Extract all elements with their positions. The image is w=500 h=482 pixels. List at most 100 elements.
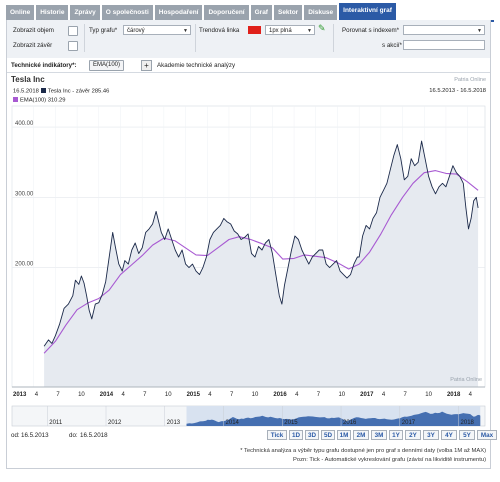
ema-series-line (43, 170, 479, 354)
close-series-line (43, 140, 479, 347)
range-button-1m[interactable]: 1M (337, 430, 351, 440)
y-tick-label: 300.00 (15, 191, 34, 197)
tab-3[interactable]: O společnosti (101, 5, 153, 20)
range-button-4y[interactable]: 4Y (441, 430, 457, 440)
range-button-3m[interactable]: 3M (371, 430, 387, 440)
x-tick-label: 4 (469, 392, 473, 398)
range-button-3d[interactable]: 3D (305, 430, 319, 440)
trend-line-value: 1px plná (269, 28, 292, 34)
tab-9[interactable]: Interaktivní graf (339, 3, 396, 20)
chart-type-select[interactable]: čárový ▼ (123, 25, 191, 35)
chevron-down-icon: ▼ (307, 28, 312, 34)
x-tick-label: 2017 (360, 392, 374, 398)
date-range-readout: 16.5.2013 - 16.5.2018 (429, 88, 486, 94)
tab-6[interactable]: Graf (250, 5, 272, 20)
x-tick-label: 10 (425, 392, 432, 398)
chevron-down-icon: ▼ (477, 28, 482, 34)
tab-bar: Online Historie Zprávy O společnosti Hospoda… (6, 3, 494, 22)
range-button-1d[interactable]: 1D (289, 430, 303, 440)
range-button-5d[interactable]: 5D (321, 430, 335, 440)
x-tick-label: 4 (35, 392, 39, 398)
chart-type-label: Typ grafu* (89, 27, 118, 34)
range-button-2y[interactable]: 2Y (405, 430, 421, 440)
range-button-tick[interactable]: Tick (267, 430, 287, 440)
x-tick-label: 7 (317, 392, 321, 398)
to-date-field[interactable]: 16.5.2018 (80, 432, 108, 439)
tab-1[interactable]: Historie (36, 5, 69, 20)
x-tick-label: 4 (382, 392, 386, 398)
legend-ema: EMA(100) 310.29 (20, 97, 66, 104)
x-tick-label: 2016 (273, 392, 287, 398)
y-tick-label: 400.00 (15, 121, 34, 127)
options-bar: Zobrazit objem Zobrazit závěr Typ grafu*… (7, 20, 490, 59)
navigator-label: 2015 (284, 420, 298, 426)
x-tick-label: 2018 (447, 392, 461, 398)
tab-5[interactable]: Doporučení (204, 5, 249, 20)
pencil-icon[interactable]: ✎ (318, 23, 326, 33)
show-close-label: Zobrazit závěr (13, 42, 53, 49)
compare-index-label: Porovnat s indexem* (342, 27, 400, 34)
separator (195, 24, 196, 52)
tab-7[interactable]: Sektor (273, 5, 303, 20)
range-button-max[interactable]: Max (477, 430, 497, 440)
to-label: do: (69, 432, 78, 439)
price-chart[interactable]: 200.00 300.00 400.00 2013 4 7 10 2014 4 7 10 2015 4 7… (7, 20, 490, 468)
trend-line-select[interactable]: 1px plná ▼ (265, 25, 315, 35)
range-button-2m[interactable]: 2M (353, 430, 369, 440)
x-tick-label: 7 (143, 392, 147, 398)
trend-color-swatch[interactable] (248, 26, 261, 34)
indicator-chip-ema[interactable]: EMA(100) (89, 60, 125, 71)
chart-title: Tesla Inc (11, 75, 45, 84)
date-range-bar: od: 16.5.2013 do: 16.5.2018 Tick 1D 3D 5D 1M… (7, 430, 497, 444)
tab-2[interactable]: Zprávy (70, 5, 100, 20)
watermark-top: Patria Online (454, 77, 486, 83)
tab-0[interactable]: Online (6, 5, 35, 20)
compare-stock-input[interactable] (403, 40, 485, 50)
navigator-label: 2016 (343, 420, 357, 426)
footnote-2: Pozn: Tick - Automatické vykreslování gr… (293, 457, 486, 463)
separator (333, 24, 334, 52)
x-tick-label: 10 (338, 392, 345, 398)
range-button-1y[interactable]: 1Y (389, 430, 403, 440)
footnote-1: * Technická analýza a výběr typu grafu d… (240, 448, 486, 454)
compare-stock-label: s akcií* (382, 42, 402, 49)
legend-date: 16.5.2018 (13, 88, 39, 95)
trend-line-label: Trendová linka (199, 27, 240, 34)
chevron-down-icon: ▼ (183, 28, 188, 34)
navigator-label: 2013 (167, 420, 181, 426)
navigator-area (186, 411, 481, 426)
add-indicator-button[interactable]: + (141, 60, 152, 71)
x-tick-label: 2014 (100, 392, 114, 398)
tab-8[interactable]: Diskuse (304, 5, 338, 20)
navigator-label: 2012 (108, 420, 122, 426)
show-close-checkbox[interactable] (68, 41, 78, 51)
x-tick-label: 7 (56, 392, 60, 398)
indicators-bar: Technické indikátory*: EMA(100) + Akadem… (7, 58, 490, 73)
x-tick-label: 4 (208, 392, 212, 398)
x-tick-label: 7 (404, 392, 408, 398)
legend-swatch-close (40, 88, 46, 93)
show-volume-checkbox[interactable] (68, 26, 78, 36)
legend-swatch-ema (13, 97, 18, 102)
x-tick-label: 4 (295, 392, 299, 398)
x-tick-label: 10 (165, 392, 172, 398)
x-tick-label: 2015 (187, 392, 201, 398)
x-tick-label: 10 (78, 392, 85, 398)
academy-link[interactable]: Akademie technické analýzy (157, 62, 236, 69)
x-tick-label: 4 (121, 392, 125, 398)
from-date-field[interactable]: 16.5.2013 (21, 432, 49, 439)
x-tick-label: 10 (252, 392, 259, 398)
navigator-label: 2018 (461, 420, 475, 426)
x-tick-label: 7 (230, 392, 234, 398)
indicators-label: Technické indikátory*: (11, 62, 77, 69)
tab-4[interactable]: Hospodaření (154, 5, 203, 20)
range-button-5y[interactable]: 5Y (459, 430, 475, 440)
compare-index-select[interactable]: ▼ (403, 25, 485, 35)
navigator-label: 2017 (402, 420, 416, 426)
price-area-fill (44, 141, 479, 387)
x-tick-label: 2013 (13, 392, 27, 398)
chart-type-value: čárový (127, 28, 145, 34)
legend-row: 16.5.2018 Tesla Inc - závěr 285.46 (13, 88, 109, 95)
legend-close: Tesla Inc - závěr 285.46 (47, 88, 110, 95)
range-button-3y[interactable]: 3Y (423, 430, 439, 440)
